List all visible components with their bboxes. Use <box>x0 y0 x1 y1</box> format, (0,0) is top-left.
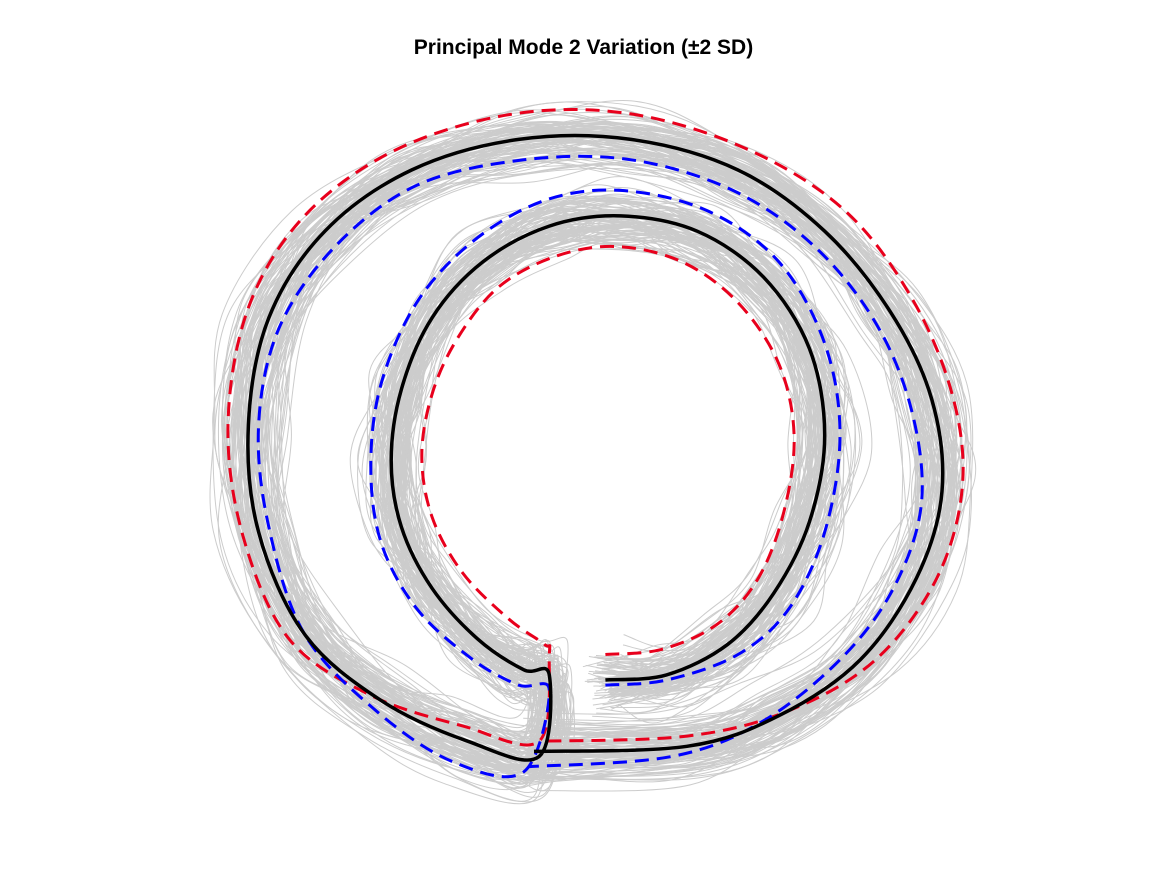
sample-shape-line <box>250 135 921 770</box>
sample-shape-line <box>238 128 943 784</box>
sample-shape-line <box>268 128 926 748</box>
mean-shape-line <box>246 133 945 762</box>
sample-shapes-layer <box>209 100 977 805</box>
sample-shape-line <box>275 136 929 737</box>
sample-shape-line <box>263 127 923 739</box>
sample-shape-line <box>251 135 925 770</box>
sample-shape-line <box>221 118 961 778</box>
minus-2sd-shape-line <box>256 154 924 779</box>
chart-title: Principal Mode 2 Variation (±2 SD) <box>413 36 754 59</box>
sample-shape-line <box>226 147 958 771</box>
sample-shape-line <box>255 125 924 769</box>
sample-shape-line <box>224 124 964 778</box>
plus-2sd-shape-line <box>226 108 965 747</box>
sample-shape-line <box>277 114 944 792</box>
sample-shape-line <box>246 126 968 735</box>
series-layer <box>226 108 965 779</box>
sample-shape-line <box>230 126 962 780</box>
